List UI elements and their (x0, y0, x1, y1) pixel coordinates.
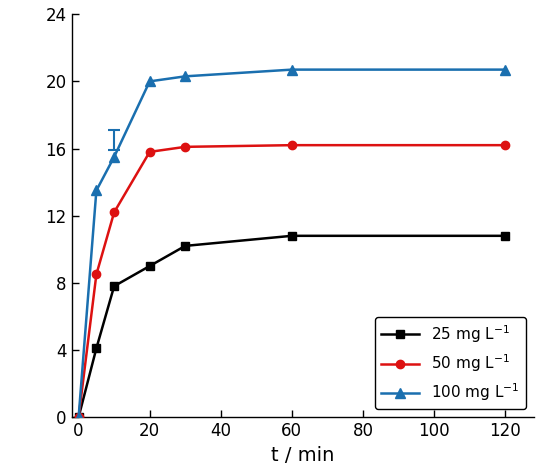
50 mg L$^{-1}$ (502, 142, 508, 148)
100 mg L$^{-1}$ (93, 188, 100, 193)
50 mg L$^{-1}$ (111, 210, 118, 215)
X-axis label: t / min: t / min (271, 446, 334, 465)
100 mg L$^{-1}$ (111, 154, 118, 160)
25 mg L$^{-1}$ (111, 283, 118, 289)
50 mg L$^{-1}$ (75, 414, 82, 420)
50 mg L$^{-1}$ (146, 149, 153, 155)
50 mg L$^{-1}$ (93, 272, 100, 277)
50 mg L$^{-1}$ (289, 142, 295, 148)
Line: 100 mg L$^{-1}$: 100 mg L$^{-1}$ (74, 65, 510, 422)
100 mg L$^{-1}$ (182, 73, 189, 79)
25 mg L$^{-1}$ (182, 243, 189, 249)
100 mg L$^{-1}$ (146, 79, 153, 84)
Legend: 25 mg L$^{-1}$, 50 mg L$^{-1}$, 100 mg L$^{-1}$: 25 mg L$^{-1}$, 50 mg L$^{-1}$, 100 mg L… (375, 317, 526, 410)
50 mg L$^{-1}$ (182, 144, 189, 150)
100 mg L$^{-1}$ (289, 67, 295, 73)
25 mg L$^{-1}$ (93, 346, 100, 351)
25 mg L$^{-1}$ (502, 233, 508, 239)
100 mg L$^{-1}$ (75, 414, 82, 420)
25 mg L$^{-1}$ (75, 414, 82, 420)
25 mg L$^{-1}$ (146, 263, 153, 269)
Line: 25 mg L$^{-1}$: 25 mg L$^{-1}$ (74, 232, 509, 421)
25 mg L$^{-1}$ (289, 233, 295, 239)
100 mg L$^{-1}$ (502, 67, 508, 73)
Line: 50 mg L$^{-1}$: 50 mg L$^{-1}$ (74, 141, 509, 421)
